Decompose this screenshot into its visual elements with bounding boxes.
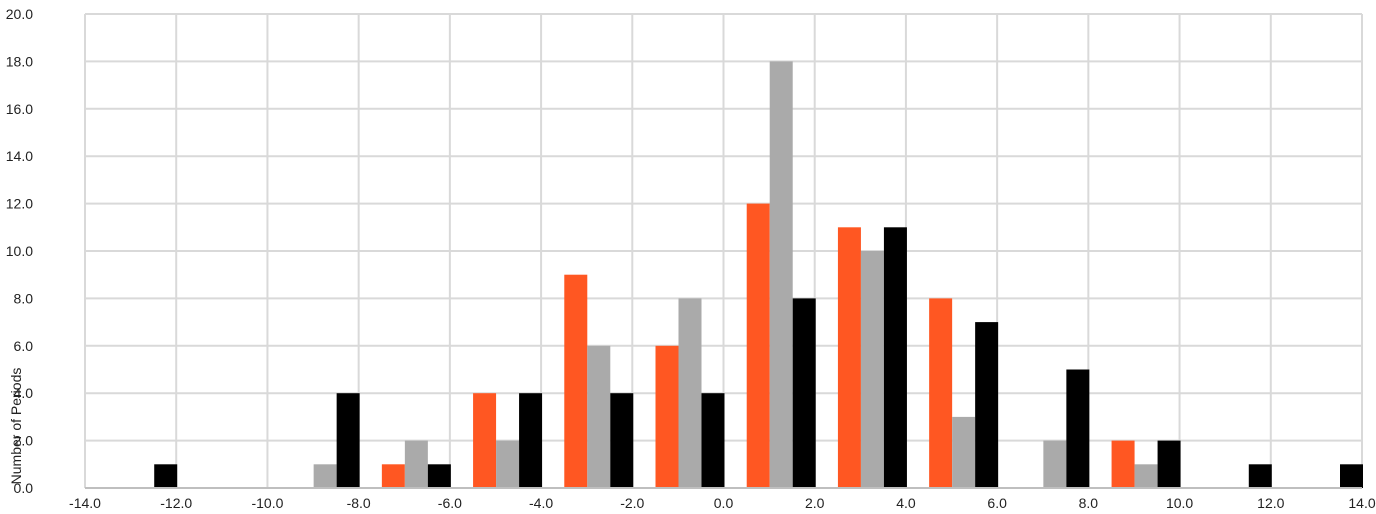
y-tick-label: 16.0	[6, 101, 33, 117]
bar-series-2-bin-0	[678, 298, 702, 488]
bar-series-2-bin--2	[587, 345, 611, 488]
x-tick-label: 10.0	[1166, 495, 1193, 511]
x-tick-label: 12.0	[1257, 495, 1284, 511]
x-tick-label: 6.0	[987, 495, 1007, 511]
x-tick-label: -4.0	[529, 495, 553, 511]
bar-series-3-bin--6	[427, 464, 451, 488]
x-tick-labels: -14.0 -12.0 -10.0 -8.0 -6.0 -4.0 -2.0 0.0 2.0 4.0…	[69, 495, 1376, 511]
bar-series-3-bin-14	[1340, 464, 1363, 488]
bar-series-3-bin-2	[792, 298, 816, 488]
bar-series-2-bin--8	[313, 464, 337, 488]
bar-series-2-bin-4	[860, 251, 884, 488]
bar-series-2-bin-6	[952, 416, 976, 488]
x-tick-label: 0.0	[714, 495, 734, 511]
x-tick-label: -12.0	[160, 495, 192, 511]
y-tick-label: 2.0	[14, 433, 34, 449]
bar-series-1-bin--6	[381, 464, 405, 488]
bar-series-1-bin--2	[564, 274, 588, 488]
bar-series-3-bin-6	[975, 322, 999, 488]
bar-series-3-bin--4	[519, 393, 543, 488]
bar-series-1-bin-2	[746, 203, 770, 488]
bar-series-3-bin-0	[701, 393, 725, 488]
x-tick-label: -2.0	[620, 495, 644, 511]
bars	[154, 61, 1363, 489]
bar-series-1-bin-10	[1111, 440, 1135, 488]
x-tick-label: 8.0	[1079, 495, 1099, 511]
bar-series-1-bin-4	[837, 227, 861, 489]
x-tick-label: -8.0	[347, 495, 371, 511]
bar-series-2-bin-8	[1043, 440, 1067, 488]
y-tick-label: 20.0	[6, 6, 33, 22]
bar-series-1-bin--4	[473, 393, 497, 488]
bar-series-3-bin-4	[883, 227, 907, 489]
bar-series-3-bin-8	[1066, 369, 1090, 488]
y-tick-label: 18.0	[6, 53, 33, 69]
bar-series-3-bin-12	[1248, 464, 1272, 488]
y-tick-label: 14.0	[6, 148, 33, 164]
bar-series-2-bin-2	[769, 61, 793, 489]
y-tick-label: 0.0	[14, 480, 34, 496]
y-tick-label: 10.0	[6, 243, 33, 259]
x-tick-label: -14.0	[69, 495, 101, 511]
y-axis-title: Number of Periods	[8, 368, 24, 485]
y-tick-label: 8.0	[14, 290, 34, 306]
bar-series-1-bin-6	[929, 298, 953, 488]
x-tick-label: -10.0	[251, 495, 283, 511]
bar-series-2-bin--4	[496, 440, 520, 488]
bar-series-1-bin-0	[655, 345, 679, 488]
y-tick-label: 12.0	[6, 196, 33, 212]
x-tick-label: 14.0	[1348, 495, 1375, 511]
bar-series-3-bin--12	[154, 464, 178, 488]
bar-series-2-bin--6	[404, 440, 428, 488]
bar-series-3-bin--8	[336, 393, 360, 488]
bar-series-2-bin-10	[1134, 464, 1158, 488]
x-tick-label: 4.0	[896, 495, 916, 511]
bar-series-3-bin-10	[1157, 440, 1181, 488]
y-tick-label: 4.0	[14, 385, 34, 401]
bar-series-3-bin--2	[610, 393, 634, 488]
x-tick-label: 2.0	[805, 495, 825, 511]
y-tick-labels: 0.0 2.0 4.0 6.0 8.0 10.0 12.0 14.0 16.0 18.0 20.0	[6, 6, 33, 496]
x-tick-label: -6.0	[438, 495, 462, 511]
y-tick-label: 6.0	[14, 338, 34, 354]
